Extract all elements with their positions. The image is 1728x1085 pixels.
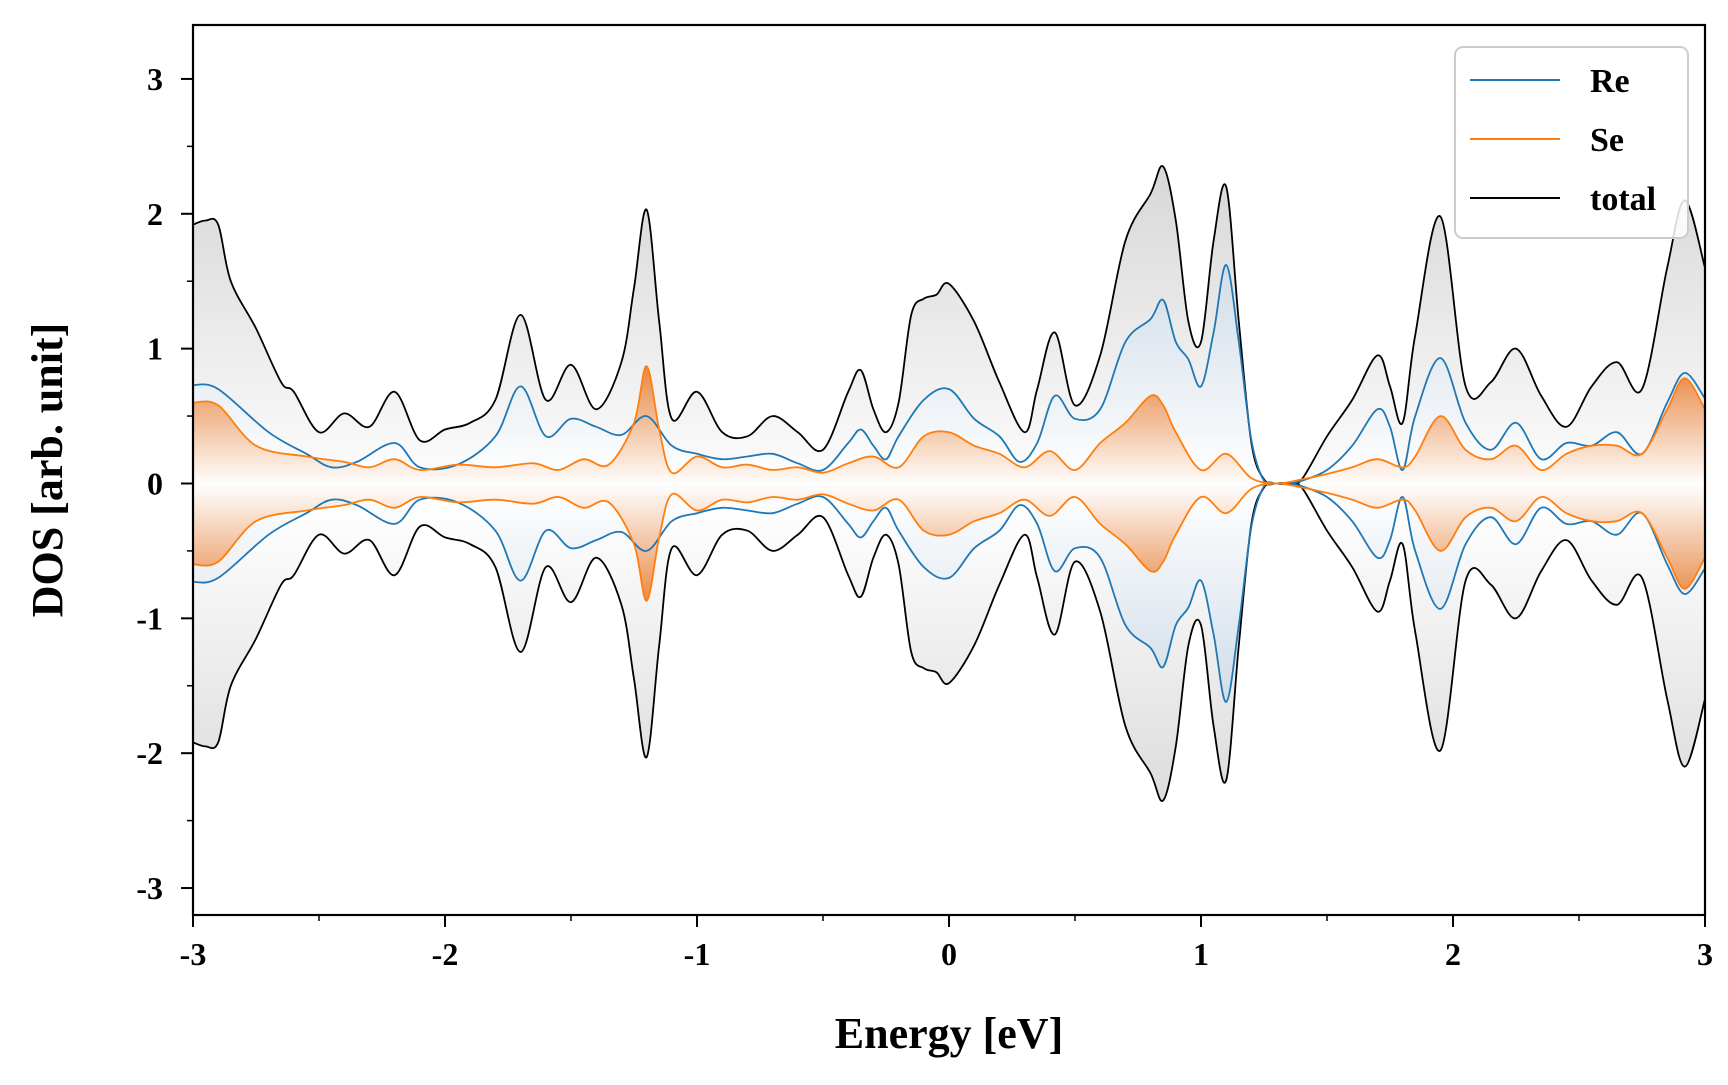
x-tick-label: 0 [941,936,957,972]
x-tick-label: -1 [684,936,711,972]
fill-re-up [193,264,1705,485]
fill-total-up [193,165,1705,485]
legend-label-se: Se [1590,122,1624,159]
x-tick-label: -3 [180,936,207,972]
y-axis-label: DOS [arb. unit] [23,323,72,618]
series-line-se-up [193,365,1705,485]
x-axis-label: Energy [eV] [835,1009,1064,1058]
y-tick-label: 1 [147,331,163,367]
legend: Re Se total [1454,46,1689,239]
legend-label-re: Re [1590,63,1630,100]
x-tick-label: -2 [432,936,459,972]
series-line-re-down [193,481,1705,703]
y-tick-label: 0 [147,465,163,501]
y-tick-label: 3 [147,61,163,97]
series-line-total-up [193,165,1705,486]
x-tick-label: 3 [1697,936,1713,972]
y-tick-label: -1 [136,600,163,636]
legend-box [1454,46,1689,239]
fill-se-down [193,483,1705,601]
fill-total-down [193,482,1705,802]
y-tick-label: 2 [147,196,163,232]
legend-label-total: total [1590,181,1656,218]
fill-re-down [193,482,1705,702]
x-tick-label: 2 [1445,936,1461,972]
y-tick-label: -2 [136,735,163,771]
series-line-se-down [193,482,1705,602]
series-line-re-up [193,264,1705,486]
series-line-total-down [193,481,1705,802]
y-tick-label: -3 [136,870,163,906]
x-tick-label: 1 [1193,936,1209,972]
fill-se-up [193,366,1705,484]
